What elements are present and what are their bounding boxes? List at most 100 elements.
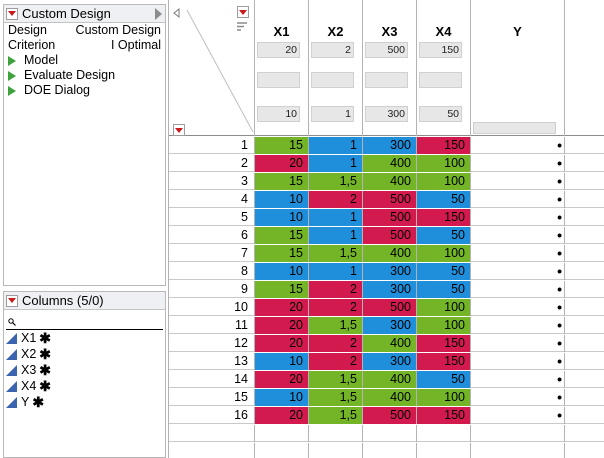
cell-y[interactable]: •	[471, 209, 565, 226]
cell-x1[interactable]: 20	[255, 371, 309, 388]
cell-x1[interactable]: 15	[255, 137, 309, 154]
cell-x4[interactable]: 150	[417, 407, 471, 424]
row-number[interactable]: 1	[169, 137, 255, 154]
cell-x1[interactable]: 15	[255, 281, 309, 298]
cell-y[interactable]: •	[471, 281, 565, 298]
cell-x3[interactable]: 500	[363, 191, 417, 208]
cell-x4[interactable]: 150	[417, 335, 471, 352]
cell-y[interactable]: •	[471, 191, 565, 208]
cell-x3[interactable]: 300	[363, 137, 417, 154]
cell-x3[interactable]: 500	[363, 227, 417, 244]
cell-x3[interactable]: 400	[363, 335, 417, 352]
middle-limit-field[interactable]	[311, 72, 354, 88]
table-row[interactable]: 2 20 1 400 100 •	[169, 155, 604, 172]
cell-y[interactable]: •	[471, 371, 565, 388]
table-row[interactable]: 4 10 2 500 50 •	[169, 191, 604, 208]
cell-x2[interactable]: 1	[309, 155, 363, 172]
cell-x2[interactable]: 2	[309, 353, 363, 370]
cell-y[interactable]: •	[471, 353, 565, 370]
table-row[interactable]: 16 20 1,5 500 150 •	[169, 407, 604, 424]
row-number[interactable]: 2	[169, 155, 255, 172]
cell-x2[interactable]: 1,5	[309, 407, 363, 424]
cell-x4[interactable]: 50	[417, 263, 471, 280]
lower-limit-field[interactable]: 10	[257, 106, 300, 122]
cell-x1[interactable]: 10	[255, 263, 309, 280]
cell-y[interactable]: •	[471, 263, 565, 280]
row-number[interactable]: 7	[169, 245, 255, 262]
row-number[interactable]	[169, 425, 255, 442]
cell-y[interactable]: •	[471, 137, 565, 154]
row-number[interactable]: 13	[169, 353, 255, 370]
empty-cell[interactable]	[471, 443, 565, 458]
row-number[interactable]: 5	[169, 209, 255, 226]
table-row[interactable]: 9 15 2 300 50 •	[169, 281, 604, 298]
cell-y[interactable]: •	[471, 299, 565, 316]
column-search-field[interactable]	[6, 314, 163, 330]
empty-row[interactable]	[169, 443, 604, 458]
cell-x2[interactable]: 1	[309, 263, 363, 280]
table-row[interactable]: 12 20 2 400 150 •	[169, 335, 604, 352]
empty-cell[interactable]	[309, 443, 363, 458]
table-row[interactable]: 7 15 1,5 400 100 •	[169, 245, 604, 262]
cell-x2[interactable]: 2	[309, 281, 363, 298]
cell-x1[interactable]: 10	[255, 209, 309, 226]
cell-x3[interactable]: 300	[363, 263, 417, 280]
middle-limit-field[interactable]	[365, 72, 408, 88]
middle-limit-field[interactable]	[419, 72, 462, 88]
column-header-y[interactable]: Y	[471, 0, 565, 136]
empty-cell[interactable]	[255, 425, 309, 442]
upper-limit-field[interactable]: 2	[311, 42, 354, 58]
cell-x1[interactable]: 20	[255, 407, 309, 424]
row-number[interactable]: 8	[169, 263, 255, 280]
cell-x4[interactable]: 100	[417, 173, 471, 190]
cell-x4[interactable]: 150	[417, 209, 471, 226]
row-number[interactable]: 3	[169, 173, 255, 190]
columns-panel-header[interactable]: Columns (5/0)	[4, 292, 165, 310]
row-number[interactable]: 12	[169, 335, 255, 352]
filter-lines-icon[interactable]	[237, 22, 249, 32]
cell-x1[interactable]: 20	[255, 317, 309, 334]
table-row[interactable]: 6 15 1 500 50 •	[169, 227, 604, 244]
cell-x4[interactable]: 150	[417, 137, 471, 154]
empty-cell[interactable]	[471, 425, 565, 442]
cell-x4[interactable]: 100	[417, 245, 471, 262]
cell-x1[interactable]: 15	[255, 173, 309, 190]
empty-cell[interactable]	[417, 425, 471, 442]
cell-x3[interactable]: 400	[363, 173, 417, 190]
collapse-arrow-icon[interactable]	[155, 8, 162, 20]
cell-x1[interactable]: 20	[255, 299, 309, 316]
lower-limit-field[interactable]: 1	[311, 106, 354, 122]
table-row[interactable]: 10 20 2 500 100 •	[169, 299, 604, 316]
cell-x1[interactable]: 10	[255, 191, 309, 208]
cell-x3[interactable]: 300	[363, 317, 417, 334]
table-row[interactable]: 5 10 1 500 150 •	[169, 209, 604, 226]
row-number[interactable]	[169, 443, 255, 458]
middle-limit-field[interactable]	[257, 72, 300, 88]
table-row[interactable]: 3 15 1,5 400 100 •	[169, 173, 604, 190]
column-header-x2[interactable]: X2 2 1	[309, 0, 363, 136]
column-header-x3[interactable]: X3 500 300	[363, 0, 417, 136]
cell-x4[interactable]: 50	[417, 191, 471, 208]
cell-y[interactable]: •	[471, 317, 565, 334]
cell-x2[interactable]: 1,5	[309, 317, 363, 334]
cell-x4[interactable]: 100	[417, 299, 471, 316]
red-triangle-menu-icon[interactable]	[173, 124, 185, 136]
cell-x3[interactable]: 400	[363, 371, 417, 388]
column-item-x2[interactable]: X2 ✱	[4, 346, 165, 362]
cell-y[interactable]: •	[471, 227, 565, 244]
cell-x3[interactable]: 400	[363, 155, 417, 172]
cell-x2[interactable]: 1	[309, 137, 363, 154]
cell-y[interactable]: •	[471, 389, 565, 406]
row-number[interactable]: 9	[169, 281, 255, 298]
cell-x1[interactable]: 15	[255, 227, 309, 244]
cell-x3[interactable]: 300	[363, 353, 417, 370]
column-item-y[interactable]: Y ✱	[4, 394, 165, 410]
table-row[interactable]: 14 20 1,5 400 50 •	[169, 371, 604, 388]
cell-x4[interactable]: 50	[417, 281, 471, 298]
cell-x1[interactable]: 20	[255, 335, 309, 352]
doe-dialog-action[interactable]: DOE Dialog	[4, 83, 165, 98]
column-header-x1[interactable]: X1 20 10	[255, 0, 309, 136]
cell-x2[interactable]: 1	[309, 209, 363, 226]
response-field[interactable]	[473, 122, 556, 134]
cell-x4[interactable]: 150	[417, 353, 471, 370]
